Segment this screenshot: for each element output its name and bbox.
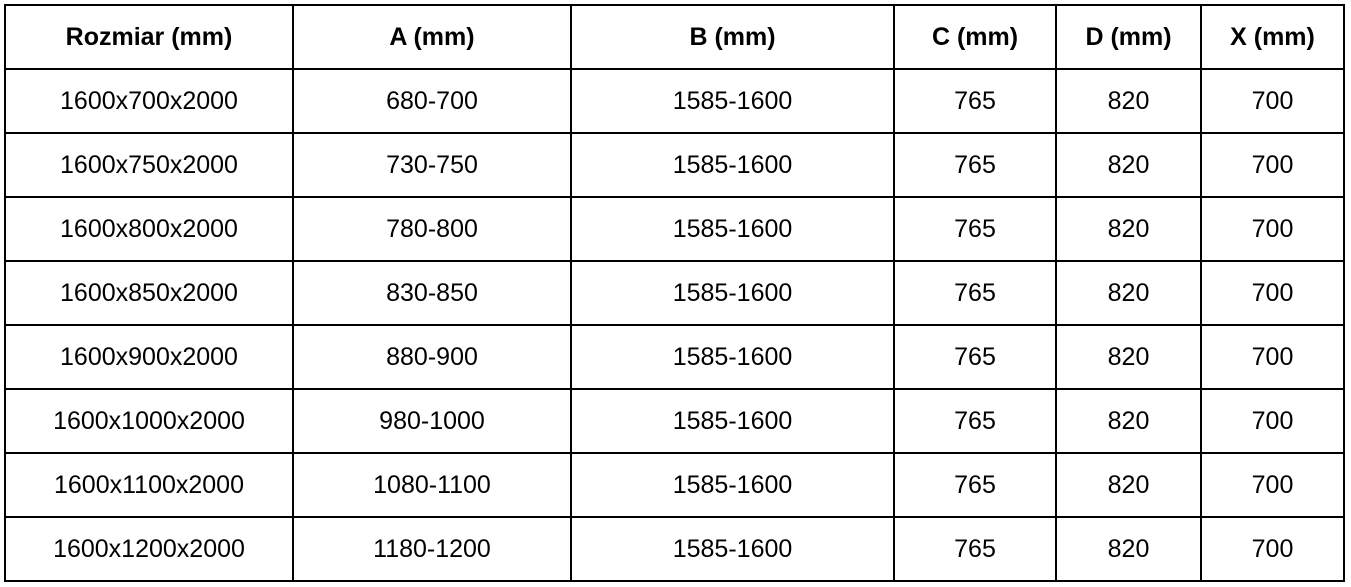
table-body: 1600x700x2000 680-700 1585-1600 765 820 700 16… bbox=[4, 68, 1345, 582]
table-cell: 820 bbox=[1055, 260, 1202, 326]
table-cell: 700 bbox=[1200, 388, 1345, 454]
table-row: 1600x1100x2000 1080-1100 1585-1600 765 820 70… bbox=[4, 452, 1345, 518]
table-cell: 820 bbox=[1055, 132, 1202, 198]
table-cell: 765 bbox=[893, 68, 1057, 134]
table-cell: 1585-1600 bbox=[570, 516, 895, 582]
dimensions-table: Rozmiar (mm) A (mm) B (mm) C (mm) D (mm) X (m… bbox=[4, 4, 1345, 582]
table-cell: 820 bbox=[1055, 324, 1202, 390]
column-header: D (mm) bbox=[1055, 4, 1202, 70]
table-cell: 700 bbox=[1200, 516, 1345, 582]
table-cell: 1585-1600 bbox=[570, 132, 895, 198]
column-header: C (mm) bbox=[893, 4, 1057, 70]
table-cell: 1585-1600 bbox=[570, 452, 895, 518]
table-cell: 765 bbox=[893, 196, 1057, 262]
table-cell: 820 bbox=[1055, 516, 1202, 582]
table-cell: 1600x850x2000 bbox=[4, 260, 294, 326]
table-cell: 820 bbox=[1055, 388, 1202, 454]
table-cell: 765 bbox=[893, 516, 1057, 582]
table-cell: 1600x800x2000 bbox=[4, 196, 294, 262]
column-header: B (mm) bbox=[570, 4, 895, 70]
table-cell: 1585-1600 bbox=[570, 388, 895, 454]
table-cell: 765 bbox=[893, 260, 1057, 326]
column-header: A (mm) bbox=[292, 4, 572, 70]
table-row: 1600x1200x2000 1180-1200 1585-1600 765 820 70… bbox=[4, 516, 1345, 582]
table-cell: 830-850 bbox=[292, 260, 572, 326]
table-cell: 730-750 bbox=[292, 132, 572, 198]
table-row: 1600x850x2000 830-850 1585-1600 765 820 700 bbox=[4, 260, 1345, 326]
column-header: Rozmiar (mm) bbox=[4, 4, 294, 70]
table-cell: 700 bbox=[1200, 196, 1345, 262]
table-cell: 700 bbox=[1200, 68, 1345, 134]
table-cell: 1600x1100x2000 bbox=[4, 452, 294, 518]
table-row: 1600x1000x2000 980-1000 1585-1600 765 820 700 bbox=[4, 388, 1345, 454]
table-cell: 680-700 bbox=[292, 68, 572, 134]
table-cell: 820 bbox=[1055, 68, 1202, 134]
table-cell: 880-900 bbox=[292, 324, 572, 390]
table-cell: 820 bbox=[1055, 196, 1202, 262]
column-header: X (mm) bbox=[1200, 4, 1345, 70]
table-cell: 1585-1600 bbox=[570, 324, 895, 390]
header-row: Rozmiar (mm) A (mm) B (mm) C (mm) D (mm) X (m… bbox=[4, 4, 1345, 70]
table-cell: 1600x700x2000 bbox=[4, 68, 294, 134]
table-cell: 765 bbox=[893, 132, 1057, 198]
table-row: 1600x800x2000 780-800 1585-1600 765 820 700 bbox=[4, 196, 1345, 262]
table-cell: 1585-1600 bbox=[570, 196, 895, 262]
table-cell: 980-1000 bbox=[292, 388, 572, 454]
table-cell: 700 bbox=[1200, 260, 1345, 326]
table-cell: 1080-1100 bbox=[292, 452, 572, 518]
table-row: 1600x700x2000 680-700 1585-1600 765 820 700 bbox=[4, 68, 1345, 134]
table-cell: 765 bbox=[893, 324, 1057, 390]
table-cell: 765 bbox=[893, 452, 1057, 518]
table-cell: 820 bbox=[1055, 452, 1202, 518]
table-cell: 1600x1000x2000 bbox=[4, 388, 294, 454]
table-cell: 1600x1200x2000 bbox=[4, 516, 294, 582]
table-cell: 780-800 bbox=[292, 196, 572, 262]
table-cell: 1600x900x2000 bbox=[4, 324, 294, 390]
table-cell: 700 bbox=[1200, 452, 1345, 518]
table-cell: 1585-1600 bbox=[570, 68, 895, 134]
table-cell: 700 bbox=[1200, 132, 1345, 198]
table-cell: 1600x750x2000 bbox=[4, 132, 294, 198]
table-cell: 700 bbox=[1200, 324, 1345, 390]
table-row: 1600x750x2000 730-750 1585-1600 765 820 700 bbox=[4, 132, 1345, 198]
table-row: 1600x900x2000 880-900 1585-1600 765 820 700 bbox=[4, 324, 1345, 390]
table-cell: 1180-1200 bbox=[292, 516, 572, 582]
table-cell: 765 bbox=[893, 388, 1057, 454]
table-cell: 1585-1600 bbox=[570, 260, 895, 326]
